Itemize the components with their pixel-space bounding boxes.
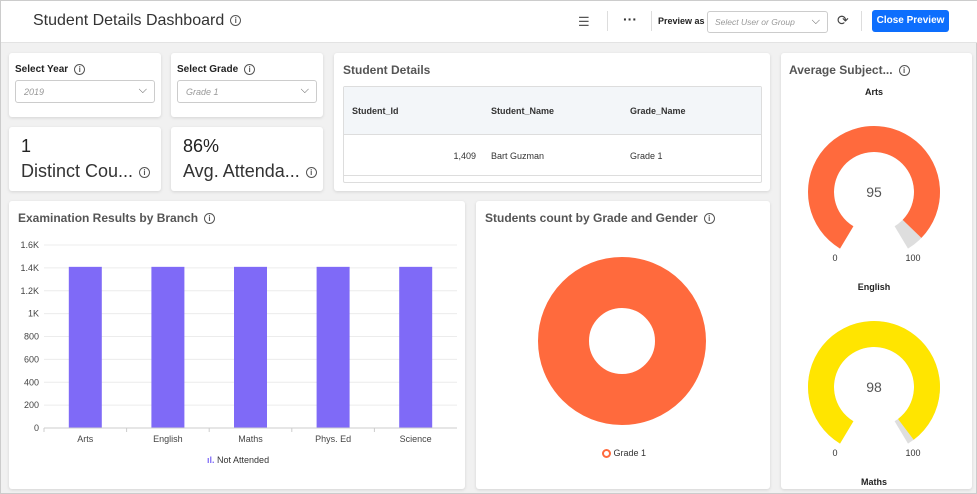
x-tick-label: Science <box>400 434 432 444</box>
gauge-title: Arts <box>865 87 883 97</box>
y-tick-label: 0 <box>34 423 39 433</box>
gauge-value: 95 <box>866 184 882 200</box>
info-icon[interactable]: i <box>139 166 151 178</box>
panel-title: Students count by Grade and Gender i <box>485 211 715 225</box>
info-icon[interactable]: i <box>244 64 256 75</box>
refresh-icon[interactable]: ⟳ <box>837 12 849 28</box>
info-icon[interactable]: i <box>74 64 86 75</box>
panel-title: Examination Results by Branch i <box>18 211 216 225</box>
bar <box>316 266 350 428</box>
y-tick-label: 400 <box>24 377 39 387</box>
legend-item[interactable]: ıl. Not Attended <box>207 455 270 465</box>
gauge-fill <box>808 321 940 444</box>
cell: Grade 1 <box>630 151 663 161</box>
select-year-label: Select Year i <box>15 64 86 75</box>
gauge-fill <box>808 126 940 249</box>
donut-chart <box>538 257 706 425</box>
info-icon[interactable]: i <box>305 166 317 178</box>
gauge-min: 0 <box>832 253 837 263</box>
column-header[interactable]: Grade_Name <box>630 106 686 116</box>
column-header[interactable]: Student_Id <box>352 106 399 116</box>
select-year-card: Select Year i 2019 ⌵ <box>9 53 161 117</box>
y-tick-label: 800 <box>24 332 39 342</box>
bar <box>68 266 102 428</box>
x-tick-label: Arts <box>77 434 94 444</box>
preview-as-label: Preview as <box>658 16 705 26</box>
gauge-min: 0 <box>832 448 837 458</box>
y-tick-label: 1K <box>28 309 39 319</box>
kpi-avg-attendance: 86% Avg. Attenda... i <box>171 127 323 191</box>
legend-item[interactable]: Grade 1 <box>602 448 646 459</box>
panel-title: Student Details <box>343 63 431 77</box>
bar <box>234 266 267 428</box>
students-count-panel: Students count by Grade and Gender i Grad… <box>476 201 770 489</box>
close-preview-button[interactable]: Close Preview <box>872 10 949 32</box>
info-icon[interactable]: i <box>898 65 910 77</box>
gauge-value: 98 <box>866 379 882 395</box>
header: Student Details Dashboard i ☰ ··· Preview… <box>1 1 977 43</box>
y-tick-label: 600 <box>24 354 39 364</box>
kpi-value: 1 <box>21 136 32 156</box>
chevron-down-icon: ⌵ <box>138 84 147 96</box>
y-tick-label: 1.6K <box>20 240 39 250</box>
y-tick-label: 1.2K <box>20 286 39 296</box>
average-subject-panel: Average Subject... i Arts 95 0 100 English 98 0… <box>781 53 972 489</box>
gauge-max: 100 <box>905 253 920 263</box>
column-header[interactable]: Student_Name <box>491 106 555 116</box>
gauge-title: Maths <box>861 477 887 487</box>
gauge-title: English <box>858 282 891 292</box>
chevron-down-icon: ⌵ <box>811 15 820 27</box>
cell: 1,409 <box>453 151 476 161</box>
y-tick-label: 1.4K <box>20 263 39 273</box>
year-select[interactable]: 2019 ⌵ <box>15 80 155 103</box>
select-grade-card: Select Grade i Grade 1 ⌵ <box>171 53 323 117</box>
info-icon[interactable]: i <box>204 213 216 225</box>
x-tick-label: Phys. Ed <box>315 434 351 444</box>
user-group-select[interactable]: Select User or Group ⌵ <box>707 11 828 33</box>
kpi-label: Distinct Cou... <box>21 161 134 181</box>
page-title: Student Details Dashboard i <box>33 12 242 30</box>
donut-legend-icon <box>602 449 611 459</box>
x-tick-label: Maths <box>238 434 263 444</box>
info-icon[interactable]: i <box>230 15 242 27</box>
kpi-value: 86% <box>183 136 220 156</box>
grade-select[interactable]: Grade 1 ⌵ <box>177 80 317 103</box>
panel-title: Average Subject... i <box>789 63 910 77</box>
kpi-label: Avg. Attenda... <box>183 161 300 181</box>
select-grade-label: Select Grade i <box>177 64 256 75</box>
chevron-down-icon: ⌵ <box>300 84 309 96</box>
student-details-panel: Student Details Student_Id Student_Name … <box>334 53 770 191</box>
more-options-icon[interactable]: ··· <box>623 11 637 27</box>
exam-results-panel: Examination Results by Branch i 0 200 400 60… <box>9 201 465 489</box>
cell: Bart Guzman <box>491 151 545 161</box>
y-tick-label: 200 <box>24 400 39 410</box>
student-table: Student_Id Student_Name Grade_Name 1,409… <box>343 86 762 183</box>
bar-chart-icon: ıl. <box>207 455 215 465</box>
x-tick-label: English <box>153 434 183 444</box>
bar <box>399 266 433 428</box>
bar <box>151 266 185 428</box>
gauge-max: 100 <box>905 448 920 458</box>
info-icon[interactable]: i <box>703 213 715 225</box>
bar-chart: 0 200 400 600 800 1K 1.2K 1.4K 1.6K Arts English Ma… <box>20 240 457 444</box>
donut-slice <box>538 257 706 425</box>
gauge-charts: Arts 95 0 100 English 98 0 100 Maths <box>808 87 940 487</box>
filter-settings-icon[interactable]: ☰ <box>578 14 590 29</box>
kpi-distinct-count: 1 Distinct Cou... i <box>9 127 161 191</box>
